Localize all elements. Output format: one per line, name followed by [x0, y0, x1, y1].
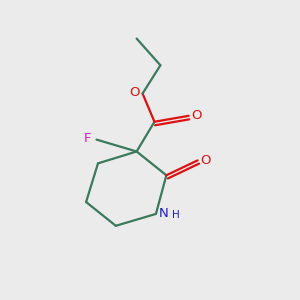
Text: F: F	[84, 132, 91, 145]
Text: O: O	[192, 109, 202, 122]
Text: N: N	[158, 207, 168, 220]
Text: O: O	[129, 85, 140, 98]
Text: O: O	[201, 154, 211, 167]
Text: H: H	[172, 210, 180, 220]
